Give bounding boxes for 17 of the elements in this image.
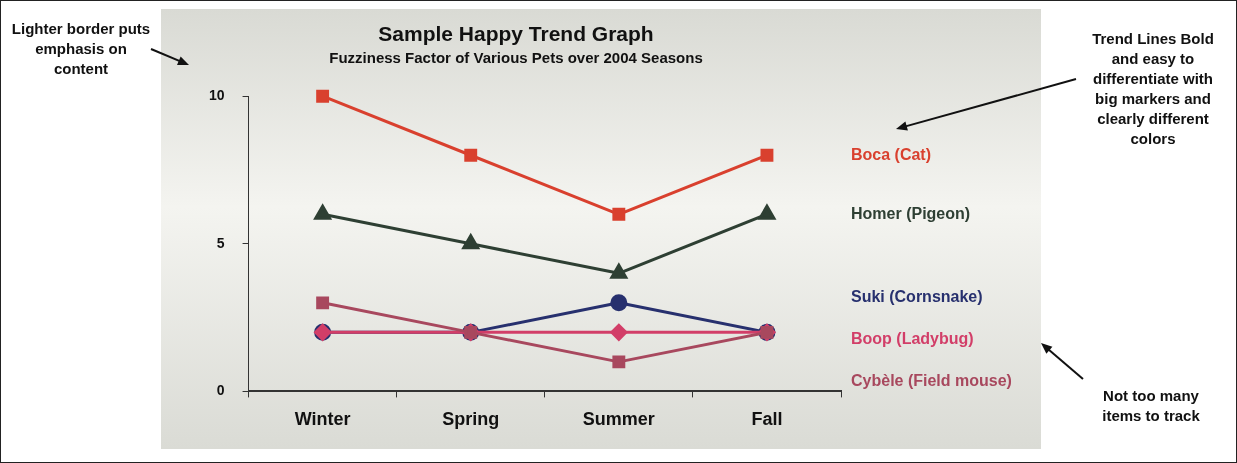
x-tick-label: Fall [751,409,783,430]
text: Cybèle (Field mouse) [851,371,1012,389]
text: Lighter border puts emphasis on content [11,19,151,79]
chart-subtitle: Fuzziness Factor of Various Pets over 2004 Seasons [329,49,703,67]
y-tick-label: 0 [216,382,225,399]
x-tick-label: Spring [442,409,500,430]
text: Boca (Cat) [851,145,932,163]
y-tick-label: 5 [216,234,225,251]
text: Suki (Cornsnake) [851,287,983,305]
x-tick-label: Summer [582,409,655,430]
x-tick-label: Winter [294,409,351,430]
text: Trend Lines Bold and easy to differentiate with big markers and clearly different colors [1091,29,1215,149]
text: Homer (Pigeon) [851,204,971,222]
text: Not too many items to track [1101,386,1201,426]
chart-title: Sample Happy Trend Graph [378,22,654,46]
text: Boop (Ladybug) [851,329,974,347]
y-tick-label: 10 [208,87,225,104]
